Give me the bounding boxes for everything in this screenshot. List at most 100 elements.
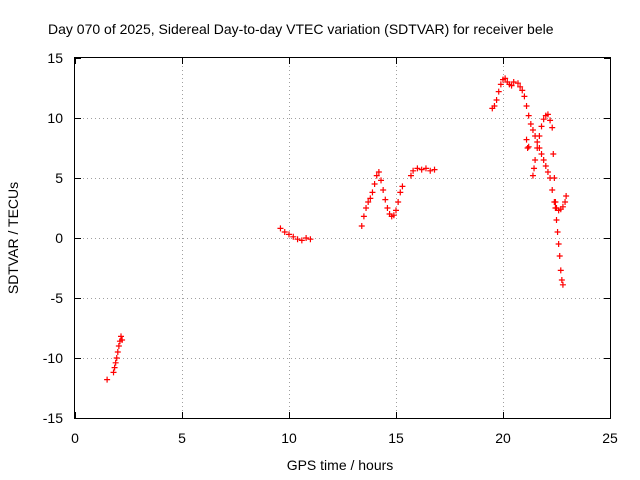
y-tick-label: 0 (55, 230, 63, 246)
data-point (290, 233, 297, 240)
y-tick-label: 10 (47, 110, 63, 126)
data-point (360, 213, 367, 220)
data-point (375, 169, 382, 175)
y-tick-label: -15 (43, 410, 63, 426)
data-point (562, 199, 569, 205)
chart-title: Day 070 of 2025, Sidereal Day-to-day VTE… (48, 21, 554, 37)
data-point (557, 267, 564, 274)
data-point (294, 236, 301, 243)
data-point (495, 88, 502, 95)
data-point (563, 193, 570, 199)
data-point (544, 111, 551, 118)
data-point (286, 231, 292, 238)
data-point (532, 157, 539, 163)
data-point (493, 97, 500, 103)
data-point (397, 189, 404, 196)
data-point (358, 223, 365, 229)
data-point (538, 123, 545, 130)
data-point (559, 281, 566, 288)
x-tick-label: 15 (388, 430, 404, 446)
data-point (559, 203, 566, 210)
data-point (298, 237, 305, 244)
data-point (552, 199, 559, 205)
data-point (118, 333, 125, 340)
data-point (115, 343, 122, 349)
data-point (525, 143, 532, 150)
data-point (371, 181, 378, 187)
data-point (363, 205, 370, 211)
data-point (380, 187, 387, 193)
data-point (395, 199, 402, 205)
data-point (373, 172, 380, 179)
data-point (281, 229, 288, 235)
data-point (540, 157, 547, 163)
data-point (384, 205, 391, 211)
data-point (113, 355, 120, 361)
data-point (422, 165, 429, 172)
data-point (553, 217, 560, 223)
data-point (544, 169, 551, 175)
data-point (523, 136, 530, 143)
x-tick-label: 0 (71, 430, 79, 446)
data-point (390, 212, 397, 219)
data-point (497, 81, 504, 88)
data-point (549, 187, 556, 193)
data-point (303, 235, 310, 241)
data-point (534, 139, 541, 145)
data-point (369, 189, 376, 196)
plot-frame (74, 57, 611, 419)
data-point (110, 369, 117, 376)
x-tick-label: 20 (495, 430, 511, 446)
data-point (527, 121, 534, 127)
data-point (410, 167, 417, 174)
data-point (427, 167, 434, 174)
data-point (382, 196, 389, 203)
axis-ticks (75, 58, 611, 419)
y-tick-label: 15 (47, 50, 63, 66)
data-point (418, 166, 425, 173)
data-point (529, 127, 536, 133)
data-point (547, 117, 554, 124)
data-point (540, 116, 547, 123)
y-axis-label: SDTVAR / TECUs (5, 182, 21, 294)
data-point (534, 145, 541, 151)
x-tick-label: 25 (602, 430, 618, 446)
data-point (549, 124, 556, 131)
data-point (367, 195, 374, 202)
data-point (555, 241, 562, 247)
data-point (365, 199, 372, 205)
data-point (525, 112, 532, 119)
data-point (277, 225, 284, 232)
data-series-sdtvar (104, 75, 570, 383)
data-point (114, 349, 121, 355)
data-point (514, 80, 521, 87)
y-tick-label: -10 (43, 350, 63, 366)
data-point (502, 75, 509, 82)
x-tick-label: 5 (178, 430, 186, 446)
data-point (510, 79, 517, 85)
data-point (536, 133, 543, 139)
data-point (112, 359, 119, 366)
data-point (517, 83, 524, 90)
data-point (491, 103, 498, 109)
data-point (524, 145, 531, 151)
data-point (554, 229, 561, 235)
data-point (538, 151, 545, 157)
x-tick-labels: 0 5 10 15 20 25 (71, 430, 618, 446)
data-point (550, 151, 557, 157)
data-point (378, 177, 385, 184)
y-tick-label: 5 (55, 170, 63, 186)
data-point (431, 166, 438, 173)
data-point (393, 207, 399, 214)
y-tick-labels: -15 -10 -5 0 5 10 15 (43, 50, 63, 426)
data-point (399, 183, 406, 190)
data-point (558, 277, 565, 283)
data-point (523, 103, 530, 109)
data-point (508, 82, 515, 89)
data-point (519, 87, 526, 94)
x-axis-label: GPS time / hours (287, 457, 394, 473)
data-point (111, 364, 118, 371)
data-point (119, 337, 126, 343)
grid-lines (75, 58, 610, 418)
